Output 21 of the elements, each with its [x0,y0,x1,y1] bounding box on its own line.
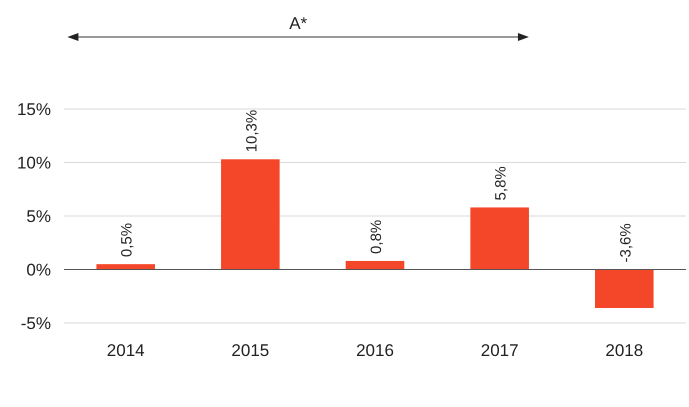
y-tick-label: 0% [26,260,51,280]
data-label: -3,6% [617,223,634,262]
y-tick-label: 10% [16,153,51,172]
x-tick-label: 2017 [480,341,519,360]
bar [595,270,654,308]
bar [470,207,529,270]
y-tick-label: 5% [26,206,51,226]
y-tick-label: 15% [16,100,51,119]
y-tick-label: -5% [20,314,51,333]
bar [346,260,404,270]
x-tick-label: 2016 [356,341,394,360]
data-label: 0,8% [368,220,385,254]
data-label: 5,8% [492,166,510,200]
data-label: 10,3% [243,110,260,152]
x-tick-label: 2015 [231,341,270,360]
x-tick-label: 2018 [605,341,644,360]
data-label: 0,5% [118,222,136,258]
bar [221,159,280,270]
x-tick-label: 2014 [106,341,145,360]
bar [96,264,155,270]
text: A* [289,14,308,33]
